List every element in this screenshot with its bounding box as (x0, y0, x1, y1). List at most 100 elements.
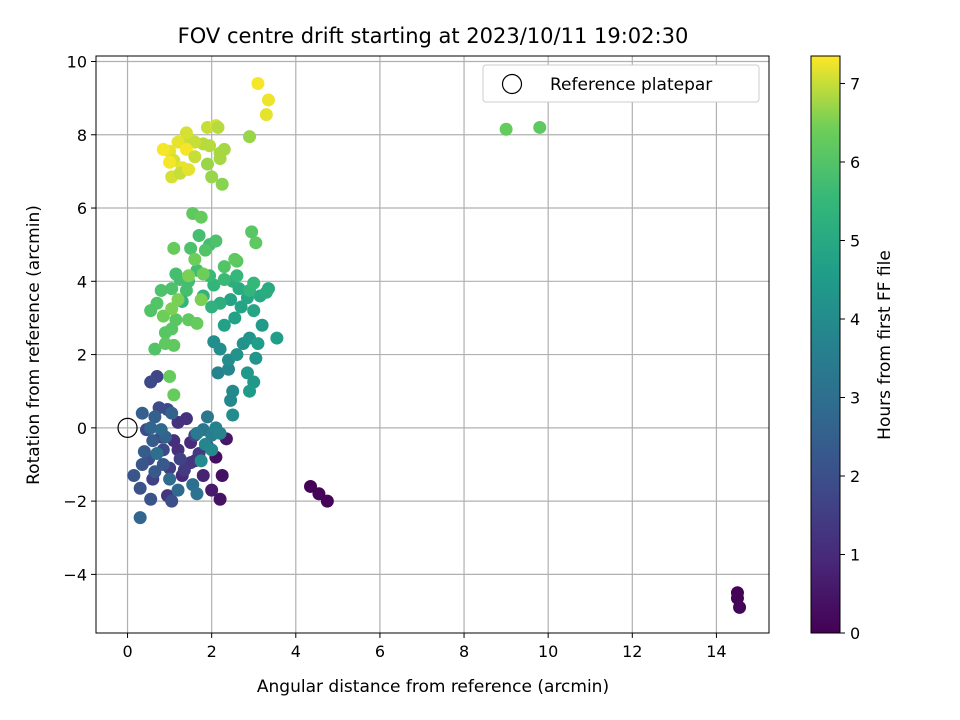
colorbar-label: Hours from first FF file (875, 250, 895, 440)
data-point (211, 120, 225, 134)
data-point (234, 300, 248, 314)
data-point (200, 410, 214, 424)
data-point (245, 225, 259, 239)
data-point (270, 331, 284, 345)
colorbar-tick-label: 6 (850, 153, 860, 172)
data-point (221, 362, 235, 376)
data-point (171, 135, 185, 149)
data-point (243, 130, 257, 144)
data-point (259, 285, 273, 299)
data-point (144, 421, 158, 435)
y-tick-label: −4 (63, 565, 87, 584)
data-point (171, 293, 185, 307)
x-tick-label: 12 (622, 642, 642, 661)
data-point (184, 241, 198, 255)
data-point (320, 494, 334, 508)
data-point (247, 276, 261, 290)
data-point (135, 457, 149, 471)
data-point (167, 338, 181, 352)
data-point (165, 406, 179, 420)
data-point (230, 348, 244, 362)
y-tick-label: 6 (77, 199, 87, 218)
colorbar-tick-label: 3 (850, 388, 860, 407)
legend-box (482, 64, 760, 103)
data-point (148, 465, 162, 479)
colorbar-tick-label: 4 (850, 310, 860, 329)
y-tick-label: 8 (77, 126, 87, 145)
data-point (167, 241, 181, 255)
data-point (226, 408, 240, 422)
y-tick-label: −2 (63, 492, 87, 511)
data-point (171, 415, 185, 429)
data-point (240, 366, 254, 380)
data-point (211, 366, 225, 380)
data-point (165, 302, 179, 316)
data-point (224, 393, 238, 407)
plot-frame (95, 55, 770, 634)
x-tick-label: 4 (291, 642, 301, 661)
data-point (135, 406, 149, 420)
x-tick-label: 2 (207, 642, 217, 661)
x-tick-label: 14 (706, 642, 726, 661)
data-point (156, 457, 170, 471)
legend-marker-icon (501, 73, 523, 95)
data-point (243, 384, 257, 398)
data-point (194, 210, 208, 224)
chart-title: FOV centre drift starting at 2023/10/11 … (178, 24, 689, 48)
data-point (213, 152, 227, 166)
data-point (173, 452, 187, 466)
data-point (194, 454, 208, 468)
data-point (190, 426, 204, 440)
data-point (169, 267, 183, 281)
data-point (165, 282, 179, 296)
data-point (179, 283, 193, 297)
data-point (190, 316, 204, 330)
data-point (190, 487, 204, 501)
colorbar-tick-label: 5 (850, 231, 860, 250)
data-point (259, 108, 273, 122)
data-point (188, 150, 202, 164)
data-point (224, 293, 238, 307)
y-axis-ticks: −4 −2 0 2 4 6 8 10 (63, 52, 96, 584)
x-axis-ticks: 0 2 4 6 8 10 12 14 (122, 633, 727, 661)
data-point (196, 468, 210, 482)
data-point (156, 309, 170, 323)
data-point (215, 468, 229, 482)
data-point (182, 163, 196, 177)
data-point (249, 351, 263, 365)
data-point (312, 487, 326, 501)
data-point (156, 142, 170, 156)
data-point (148, 342, 162, 356)
data-point (163, 370, 177, 384)
data-point (163, 472, 177, 486)
data-point (205, 483, 219, 497)
y-tick-label: 0 (77, 419, 87, 438)
data-point (150, 446, 164, 460)
data-point (205, 443, 219, 457)
data-point (209, 234, 223, 248)
data-point (167, 388, 181, 402)
x-tick-label: 8 (459, 642, 469, 661)
data-point (144, 492, 158, 506)
colorbar-tick-label: 7 (850, 74, 860, 93)
colorbar-tick-label: 2 (850, 467, 860, 486)
x-axis-label: Angular distance from reference (arcmin) (257, 677, 609, 697)
legend: Reference platepar (482, 64, 760, 103)
colorbar-gradient (810, 55, 841, 634)
data-point (148, 410, 162, 424)
data-point (261, 93, 275, 107)
data-point (247, 304, 261, 318)
y-tick-label: 10 (67, 52, 87, 71)
data-point (533, 120, 547, 134)
legend-label: Reference platepar (550, 75, 712, 95)
data-point (179, 126, 193, 140)
data-point (205, 170, 219, 184)
data-point (133, 511, 147, 525)
data-point (304, 479, 318, 493)
data-point (203, 139, 217, 153)
data-point (169, 313, 183, 327)
data-point (213, 426, 227, 440)
data-point (192, 229, 206, 243)
data-point (163, 155, 177, 169)
